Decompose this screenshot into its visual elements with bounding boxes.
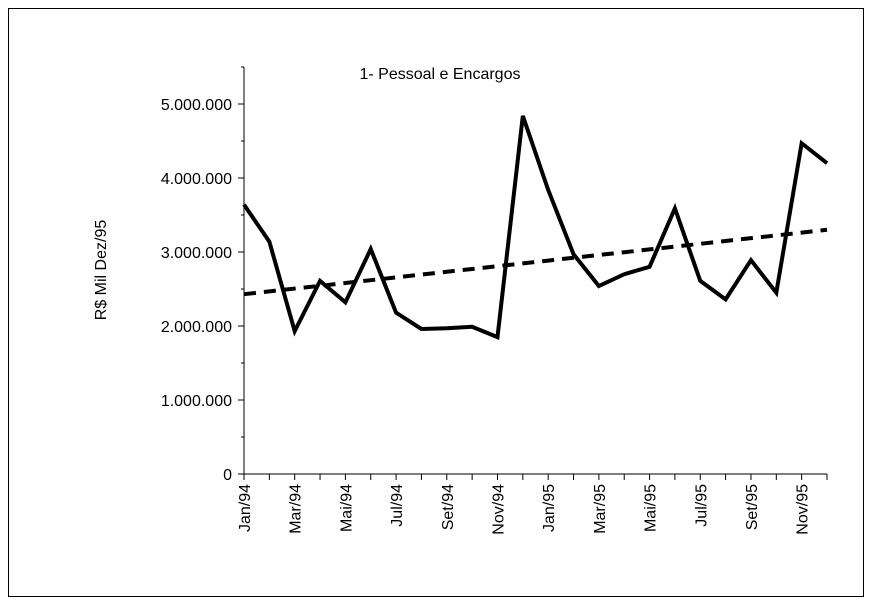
chart-title: 1- Pessoal e Encargos bbox=[360, 66, 521, 83]
x-tick-label: Set/94 bbox=[440, 484, 457, 530]
y-axis-label: R$ Mil Dez/95 bbox=[93, 220, 110, 321]
data-line bbox=[242, 115, 829, 340]
chart-border bbox=[8, 8, 864, 597]
x-tick-label: Set/95 bbox=[744, 484, 761, 530]
x-tick-label: Jan/94 bbox=[237, 484, 254, 532]
trend-line bbox=[243, 227, 828, 297]
y-tick-label: 5.000.000 bbox=[161, 97, 232, 114]
y-tick-label: 3.000.000 bbox=[161, 245, 232, 262]
x-tick-label: Jul/94 bbox=[389, 484, 406, 527]
y-tick-label: 2.000.000 bbox=[161, 319, 232, 336]
y-tick-label: 1.000.000 bbox=[161, 393, 232, 410]
x-tick-label: Mar/94 bbox=[288, 484, 305, 534]
y-tick-label: 4.000.000 bbox=[161, 171, 232, 188]
x-tick-label: Nov/94 bbox=[490, 484, 507, 535]
x-tick-label: Mai/95 bbox=[643, 484, 660, 532]
x-tick-label: Mar/95 bbox=[592, 484, 609, 534]
x-tick-label: Mai/94 bbox=[338, 484, 355, 532]
x-tick-label: Jan/95 bbox=[541, 484, 558, 532]
x-tick-label: Nov/95 bbox=[795, 484, 812, 535]
x-tick-label: Jul/95 bbox=[693, 484, 710, 527]
y-tick-label: 0 bbox=[223, 467, 232, 484]
